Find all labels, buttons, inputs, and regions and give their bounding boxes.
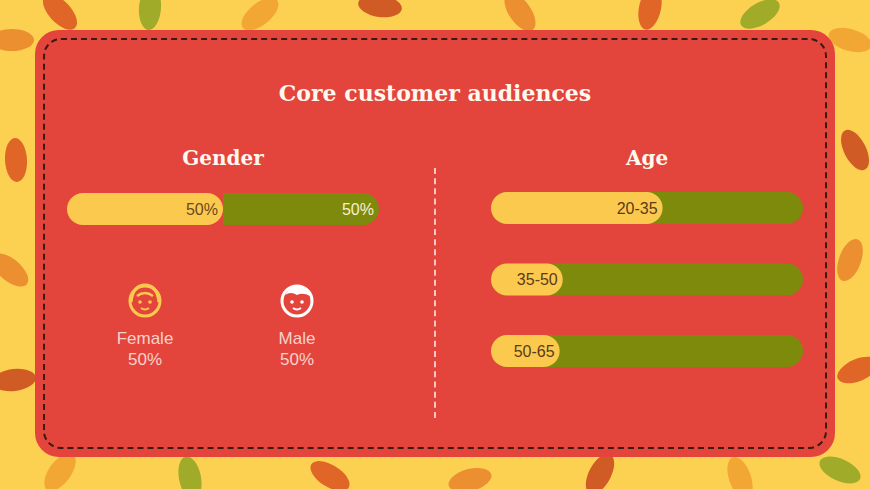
- html-text:Age: Age: [625, 146, 669, 170]
- html-text:Female: Female: [116, 329, 174, 348]
- html-text:Core customer audiences: Core customer audiences: [278, 80, 592, 106]
- html-text:50%: 50%: [280, 350, 314, 369]
- svg-text:50%: 50%: [342, 201, 374, 218]
- html-text:Gender: Gender: [182, 146, 264, 170]
- svg-text:35-50: 35-50: [517, 271, 558, 288]
- html-text:Male: Male: [278, 329, 316, 348]
- html-text:50%: 50%: [128, 350, 162, 369]
- svg-text:20-35: 20-35: [617, 200, 658, 217]
- svg-text:50-65: 50-65: [514, 343, 555, 360]
- svg-text:50%: 50%: [186, 201, 218, 218]
